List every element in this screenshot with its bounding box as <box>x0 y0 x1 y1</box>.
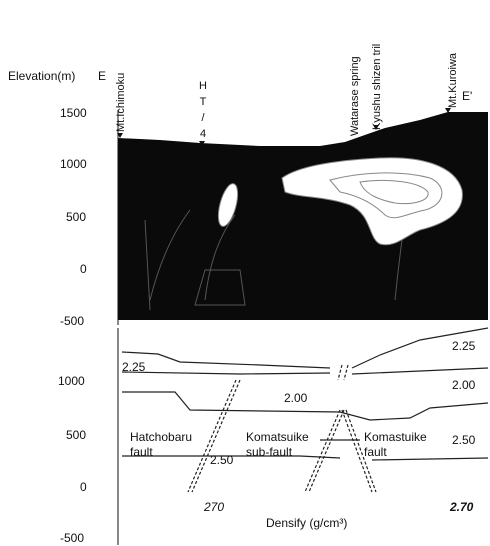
tick-label: 1500 <box>60 106 87 120</box>
density-label: 2.50 <box>452 433 476 447</box>
tick-label: 500 <box>66 428 86 442</box>
density-label: 2.25 <box>122 360 146 374</box>
tick-label: 1000 <box>60 157 87 171</box>
fault-label: sub-fault <box>246 445 293 459</box>
figure: Elevation(m) E E' 1500 1000 500 0 -500 M… <box>0 0 490 546</box>
axis-label: Elevation(m) <box>8 69 75 83</box>
fault-label: fault <box>130 445 153 459</box>
tick-label: 500 <box>66 210 86 224</box>
density-label: 2.00 <box>284 391 308 405</box>
location-label: Kyushu shizen tril <box>371 44 383 130</box>
x-axis-label: Densify (g/cm³) <box>266 516 347 530</box>
density-label: 2.50 <box>210 453 234 467</box>
location-label: Mt.Kuroiwa <box>447 52 459 108</box>
fault-label: Hatchobaru <box>130 430 192 444</box>
tick-label: 0 <box>80 480 87 494</box>
location-label: HT/4 <box>197 80 209 144</box>
location-label: Watarase spring <box>349 56 361 136</box>
density-label: 270 <box>203 500 224 514</box>
density-label: 2.70 <box>449 500 474 514</box>
density-label: 2.00 <box>452 378 476 392</box>
density-label: 2.25 <box>452 339 476 353</box>
tick-label: -500 <box>60 314 84 328</box>
tick-label: 0 <box>80 262 87 276</box>
fault-label: Komatsuike <box>246 430 309 444</box>
section-start: E <box>98 69 106 83</box>
tick-label: -500 <box>60 531 84 545</box>
fault-label: fault <box>364 445 387 459</box>
location-label: Mt.Ichimoku <box>115 73 127 132</box>
section-end: E' <box>462 89 472 103</box>
fault-label: Komastuike <box>364 430 427 444</box>
fault-lines <box>188 365 376 492</box>
tick-label: 1000 <box>58 374 85 388</box>
